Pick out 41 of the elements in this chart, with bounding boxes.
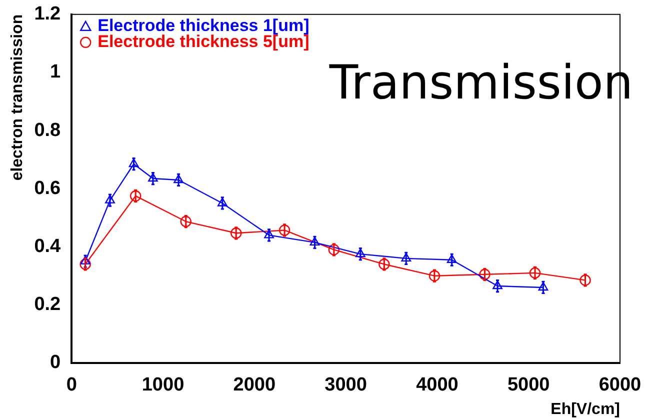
- point: [479, 268, 490, 280]
- x-tick-label: 0: [66, 374, 77, 396]
- point: [230, 228, 242, 239]
- y-tick-label: 0.8: [34, 120, 61, 141]
- x-tick-label: 1000: [142, 374, 184, 396]
- x-tick-label: 2000: [233, 374, 276, 396]
- point: [428, 270, 440, 282]
- point: [580, 274, 591, 286]
- point: [401, 252, 412, 262]
- x-tick-label: 4000: [416, 374, 458, 396]
- point: [148, 172, 158, 182]
- point: [492, 280, 502, 290]
- point: [310, 236, 320, 246]
- point: [446, 254, 457, 263]
- point: [80, 256, 90, 264]
- x-tick-label: 6000: [598, 374, 642, 396]
- y-tick-label: 0.6: [34, 178, 61, 199]
- point: [278, 224, 290, 236]
- x-tick-label: 5000: [507, 374, 550, 396]
- y-axis-title: electron transmission: [9, 14, 26, 181]
- point: [105, 194, 115, 204]
- point: [130, 190, 142, 202]
- point: [356, 248, 366, 258]
- legend-label: Electrode thickness 1[um]: [98, 16, 310, 36]
- y-tick-label: 1.2: [34, 4, 61, 25]
- point: [217, 198, 228, 206]
- point: [128, 158, 139, 168]
- y-tick-label: 0: [50, 352, 61, 374]
- point: [80, 258, 91, 270]
- point: [378, 258, 390, 270]
- y-tick-label: 1: [50, 62, 62, 83]
- x-axis-title: Eh[V/cm]: [550, 400, 620, 418]
- x-tick-label: 3000: [324, 374, 367, 396]
- y-tick-label: 0.2: [34, 294, 61, 316]
- point: [529, 267, 541, 279]
- point: [174, 174, 184, 184]
- point: [328, 244, 340, 256]
- point: [538, 282, 548, 291]
- y-tick-label: 0.4: [34, 236, 62, 258]
- point: [180, 216, 192, 228]
- point: [264, 230, 274, 238]
